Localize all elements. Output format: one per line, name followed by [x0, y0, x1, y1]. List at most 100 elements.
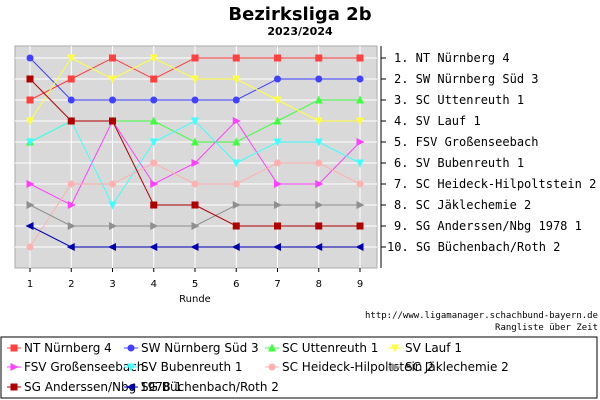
data-point [274, 201, 282, 209]
legend-label: NT Nürnberg 4 [24, 341, 112, 355]
data-point [274, 222, 281, 230]
series-7 [26, 201, 365, 230]
rank-label: 5. FSV Großenseebach [394, 135, 539, 149]
data-point [315, 222, 323, 230]
data-point [232, 117, 241, 125]
x-tick-label: 6 [233, 279, 239, 290]
legend-item: SC Heideck-Hilpoltstein 2 [265, 360, 434, 374]
data-point [232, 159, 241, 168]
data-point [109, 180, 116, 188]
data-point [356, 95, 364, 104]
rank-labels: 1. NT Nürnberg 4 2. SW Nürnberg Süd 3 3. S… [381, 51, 596, 254]
rank-label: 9. SG Anderssen/Nbg 1978 1 [394, 219, 582, 233]
x-tick-label: 4 [151, 279, 157, 290]
rank-label: 7. SC Heideck-Hilpoltstein 2 [394, 177, 596, 191]
data-point [356, 201, 365, 209]
rank-label: 8. SC Jäklechemie 2 [394, 198, 531, 212]
data-point [149, 116, 158, 125]
legend-marker [10, 363, 19, 371]
data-point [315, 180, 324, 188]
x-tick-label: 8 [316, 279, 322, 290]
data-point [274, 159, 281, 167]
data-point [191, 180, 199, 188]
data-point [67, 117, 75, 125]
data-point [191, 54, 199, 62]
data-point [26, 75, 34, 83]
legend-label: SC Jäklechemie 2 [405, 360, 509, 374]
rank-label: 2. SW Nürnberg Süd 3 [394, 72, 539, 86]
source-note: Rangliste über Zeit [495, 323, 598, 333]
data-point [356, 159, 364, 168]
data-point [191, 159, 200, 167]
data-point [273, 138, 282, 147]
data-point [109, 117, 116, 125]
rank-label: 10. SG Büchenbach/Roth 2 [387, 240, 560, 254]
data-point [67, 201, 76, 209]
data-point [109, 222, 117, 230]
data-point [273, 116, 282, 125]
rank-label: 1. NT Nürnberg 4 [394, 51, 510, 65]
data-point [108, 243, 116, 251]
data-point [108, 75, 117, 84]
data-point [231, 243, 240, 251]
legend-box [0, 336, 598, 399]
data-point [26, 96, 34, 104]
data-point [232, 96, 240, 104]
series-layer [25, 54, 365, 251]
rank-label: 3. SC Uttenreuth 1 [394, 93, 524, 107]
data-point [274, 54, 281, 62]
data-point [232, 180, 240, 188]
x-tick-label: 3 [109, 279, 115, 290]
legend-marker [391, 344, 399, 353]
x-axis-label: Runde [179, 294, 211, 305]
data-point [26, 117, 34, 126]
data-point [149, 138, 158, 147]
legend-item: SG Anderssen/Nbg 1978 1 [7, 380, 182, 394]
data-point [314, 138, 323, 147]
legend-marker [10, 344, 18, 352]
data-point [150, 201, 158, 209]
data-point [274, 75, 281, 83]
plot-area [14, 45, 378, 269]
legend-marker [268, 343, 276, 352]
data-point [232, 201, 241, 209]
data-point [26, 201, 35, 209]
legend-marker [10, 383, 18, 391]
data-point [355, 243, 364, 251]
legend-label: SW Nürnberg Süd 3 [141, 341, 259, 355]
x-tick-label: 1 [27, 279, 33, 290]
legend-item: SV Lauf 1 [388, 341, 462, 355]
legend-label: SC Uttenreuth 1 [282, 341, 378, 355]
data-point [67, 180, 75, 188]
data-point [109, 96, 116, 104]
data-point [26, 54, 34, 62]
data-point [67, 54, 76, 63]
data-point [191, 117, 199, 126]
data-point [67, 75, 75, 83]
data-point [67, 96, 75, 104]
data-point [66, 243, 75, 251]
data-point [190, 243, 199, 251]
data-point [315, 201, 324, 209]
data-point [315, 75, 323, 83]
x-axis-ticks: 1 2 3 4 5 6 7 8 9 [27, 268, 363, 290]
legend-item: FSV Großenseebach [7, 360, 144, 374]
legend: NT Nürnberg 4 SW Nürnberg Süd 3 SC Uttenre… [7, 341, 509, 394]
source-url: http://www.ligamanager.schachbund-bayern… [365, 311, 598, 321]
legend-label: SC Heideck-Hilpoltstein 2 [282, 360, 434, 374]
legend-label: SG Anderssen/Nbg 1978 1 [24, 380, 182, 394]
data-point [356, 138, 365, 146]
legend-label: FSV Großenseebach [24, 360, 144, 374]
series-1 [26, 54, 364, 104]
series-4 [26, 117, 365, 209]
data-point [315, 159, 323, 167]
legend-label: SG Büchenbach/Roth 2 [141, 380, 279, 394]
data-point [150, 159, 158, 167]
series-8 [26, 75, 364, 230]
data-point [274, 180, 282, 188]
legend-marker [127, 344, 135, 352]
legend-item: NT Nürnberg 4 [7, 341, 112, 355]
data-point [191, 137, 199, 146]
data-point [356, 117, 364, 126]
data-point [273, 243, 281, 251]
